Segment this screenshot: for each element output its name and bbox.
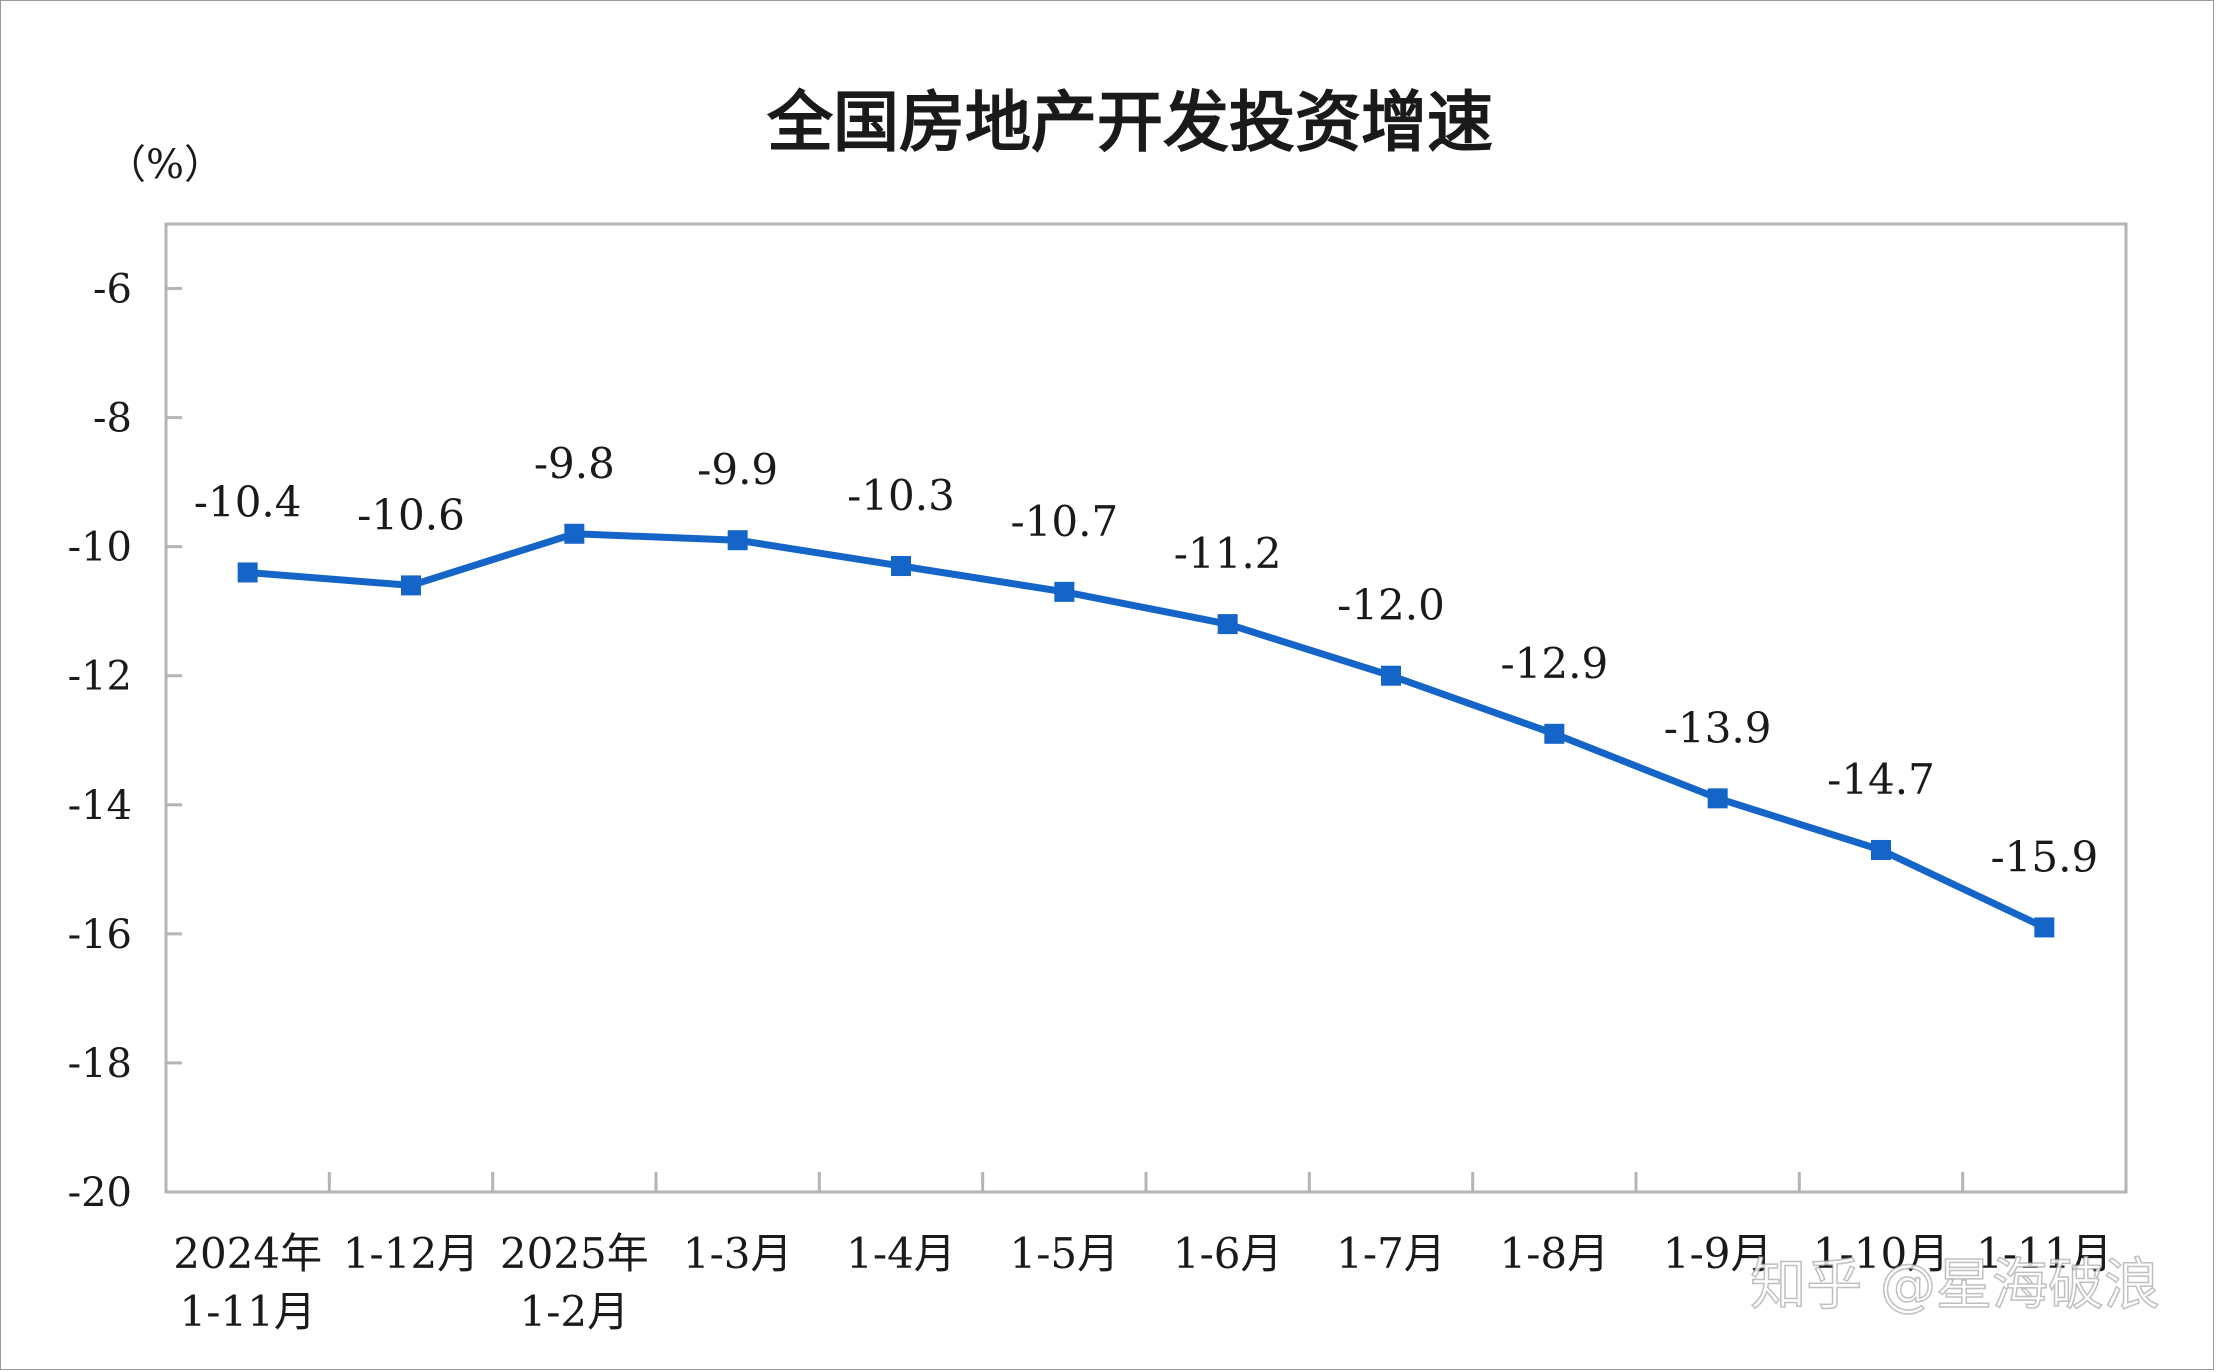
x-tick-label-line: 1-3月 (683, 1229, 793, 1278)
data-point (401, 575, 421, 596)
data-point (237, 562, 258, 583)
data-point (1381, 665, 1401, 686)
x-tick-label: 1-5月 (1010, 1229, 1120, 1278)
x-tick-label: 1-12月 (343, 1229, 479, 1278)
x-tick-label: 1-10月 (1813, 1229, 1949, 1278)
y-tick-label: -18 (68, 1041, 132, 1087)
data-label: -10.7 (1010, 497, 1118, 546)
y-tick-label: -10 (68, 525, 132, 571)
data-label: -9.8 (534, 439, 615, 488)
x-tick-label-line: 1-12月 (343, 1229, 479, 1278)
x-tick-label-line: 1-11月 (179, 1287, 315, 1336)
x-tick-label-line: 2025年 (500, 1229, 649, 1278)
watermark: 知乎 @星海破浪 (1750, 1253, 2160, 1318)
x-tick-label-line: 2024年 (173, 1229, 322, 1278)
data-label: -11.2 (1174, 529, 1282, 578)
y-axis-unit-label: （%） (106, 142, 224, 188)
data-label: -10.3 (847, 471, 955, 520)
x-tick-label-line: 1-7月 (1336, 1229, 1446, 1278)
data-label: -10.4 (194, 477, 302, 526)
series-path (244, 530, 2048, 931)
x-tick-label-line: 1-9月 (1663, 1229, 1773, 1278)
x-tick-label: 1-8月 (1500, 1229, 1610, 1278)
x-tick-label-line: 1-4月 (846, 1229, 956, 1278)
y-tick-label: -14 (68, 783, 132, 829)
x-tick-label: 1-7月 (1336, 1229, 1446, 1278)
data-point (727, 530, 748, 551)
x-tick-label-line: 1-11月 (1976, 1229, 2112, 1278)
y-tick-label: -12 (68, 654, 132, 700)
x-tick-label-line: 1-10月 (1813, 1229, 1949, 1278)
series-line (237, 523, 2055, 938)
y-tick-label: -6 (93, 267, 132, 313)
x-tick-label-line: 1-5月 (1010, 1229, 1120, 1278)
x-tick-label: 2025年 1-2月 (500, 1229, 649, 1336)
x-tick-label: 1-11月 (1976, 1229, 2112, 1278)
data-label: -12.0 (1337, 581, 1445, 630)
data-point (891, 556, 911, 577)
data-point (1217, 614, 1238, 635)
plot-area (164, 222, 2128, 1194)
x-tick-label-line: 1-8月 (1500, 1229, 1610, 1278)
data-label: -12.9 (1500, 639, 1608, 688)
x-tick-label-line: 1-6月 (1173, 1229, 1283, 1278)
data-point (2034, 917, 2055, 938)
data-point (1871, 839, 1891, 860)
x-tick-label-line: 1-2月 (520, 1287, 630, 1336)
y-tick-label: -8 (93, 396, 132, 442)
chart-title: 全国房地产开发投资增速 (766, 84, 1493, 161)
y-tick-label: -20 (68, 1170, 132, 1216)
data-label: -13.9 (1664, 703, 1772, 752)
x-tick-label: 2024年 1-11月 (173, 1229, 322, 1336)
data-label: -14.7 (1827, 755, 1935, 804)
data-label: -9.9 (697, 445, 778, 494)
data-point (1054, 581, 1075, 602)
data-point (564, 523, 585, 544)
x-tick-label: 1-6月 (1173, 1229, 1283, 1278)
x-tick-label: 1-9月 (1663, 1229, 1773, 1278)
data-label: -10.6 (357, 490, 465, 539)
data-labels: -10.4 -10.6 -9.8 -9.9 -10.3 -10.7 -11.2 -12.0 -1… (194, 439, 2098, 882)
data-label: -15.9 (1990, 832, 2098, 881)
data-point (1707, 788, 1728, 809)
data-point (1544, 723, 1565, 744)
x-tick-label: 1-4月 (846, 1229, 956, 1278)
y-tick-label: -16 (68, 912, 132, 958)
x-axis: 2024年 1-11月 1-12月 2025年 1-2月 1-3月 1-4月 1-5月 1-6月… (173, 1172, 2113, 1336)
x-tick-label: 1-3月 (683, 1229, 793, 1278)
y-axis: -6 -8 -10 -12 -14 -16 -18 -20 (68, 267, 182, 1216)
